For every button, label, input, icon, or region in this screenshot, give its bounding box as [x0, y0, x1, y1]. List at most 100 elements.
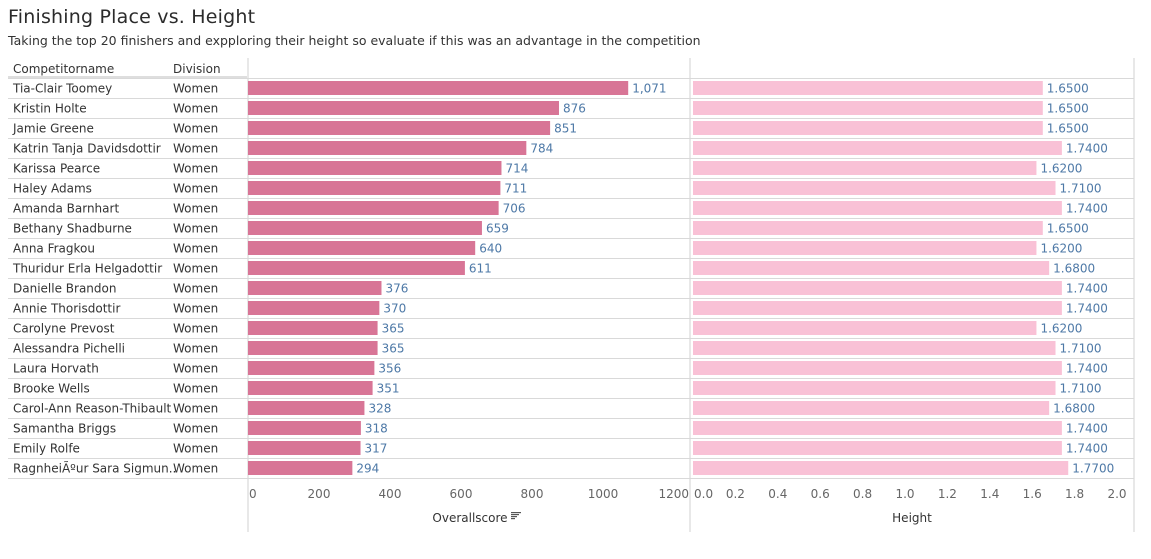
height-bar[interactable]	[693, 301, 1062, 315]
score-axis-tick: 200	[308, 487, 331, 501]
height-label: 1.6200	[1040, 162, 1082, 176]
score-bar[interactable]	[248, 181, 501, 195]
score-label: 706	[503, 202, 526, 216]
score-axis-tick: 600	[450, 487, 473, 501]
score-label: 711	[504, 182, 527, 196]
score-bar[interactable]	[248, 381, 373, 395]
score-label: 876	[563, 102, 586, 116]
competitor-name: Anna Fragkou	[13, 242, 95, 256]
height-bar[interactable]	[693, 341, 1056, 355]
division-cell: Women	[173, 82, 218, 96]
score-bar[interactable]	[248, 121, 551, 135]
division-cell: Women	[173, 402, 218, 416]
height-bar[interactable]	[693, 121, 1043, 135]
height-label: 1.6200	[1040, 242, 1082, 256]
score-label: 714	[505, 162, 528, 176]
score-bar[interactable]	[248, 241, 476, 255]
score-bar[interactable]	[248, 221, 482, 235]
height-axis-tick: 0.6	[811, 487, 830, 501]
height-bar[interactable]	[693, 421, 1062, 435]
height-bar[interactable]	[693, 81, 1043, 95]
height-label: 1.6800	[1053, 262, 1095, 276]
score-label: 351	[377, 382, 400, 396]
score-axis-tick: 0	[249, 487, 257, 501]
height-label: 1.7400	[1066, 362, 1108, 376]
score-axis-title[interactable]: Overallscore	[432, 511, 507, 525]
height-bar[interactable]	[693, 241, 1037, 255]
column-header-division[interactable]: Division	[173, 62, 221, 76]
height-label: 1.6500	[1047, 82, 1089, 96]
height-bar[interactable]	[693, 261, 1050, 275]
score-bar[interactable]	[248, 201, 499, 215]
height-bar[interactable]	[693, 321, 1037, 335]
height-bar[interactable]	[693, 401, 1050, 415]
height-bar[interactable]	[693, 141, 1062, 155]
height-label: 1.7700	[1072, 462, 1114, 476]
height-label: 1.7400	[1066, 282, 1108, 296]
division-cell: Women	[173, 222, 218, 236]
height-bar[interactable]	[693, 201, 1062, 215]
height-bar[interactable]	[693, 181, 1056, 195]
column-header-competitorname[interactable]: Competitorname	[13, 62, 115, 76]
score-bar[interactable]	[248, 421, 361, 435]
score-bar[interactable]	[248, 441, 361, 455]
height-label: 1.6200	[1040, 322, 1082, 336]
competitor-name: Samantha Briggs	[13, 422, 116, 436]
height-label: 1.6800	[1053, 402, 1095, 416]
division-cell: Women	[173, 462, 218, 476]
score-bar[interactable]	[248, 341, 378, 355]
score-bar[interactable]	[248, 281, 382, 295]
sort-descending-icon[interactable]	[511, 512, 521, 520]
height-label: 1.6500	[1047, 102, 1089, 116]
height-label: 1.7400	[1066, 422, 1108, 436]
competitor-name: Haley Adams	[13, 182, 92, 196]
competitor-name: Bethany Shadburne	[13, 222, 132, 236]
competitor-name: Thuridur Erla Helgadottir	[12, 262, 162, 276]
division-cell: Women	[173, 382, 218, 396]
competitor-name: Karissa Pearce	[13, 162, 100, 176]
score-bar[interactable]	[248, 361, 375, 375]
score-bar[interactable]	[248, 141, 527, 155]
score-bar[interactable]	[248, 81, 629, 95]
division-cell: Women	[173, 202, 218, 216]
score-bar[interactable]	[248, 461, 353, 475]
competitor-name: Carol-Ann Reason-Thibault	[13, 402, 172, 416]
competitor-name: RagnheiÃºur Sara Sigmun..	[13, 461, 176, 476]
score-bar[interactable]	[248, 401, 365, 415]
score-label: 365	[382, 342, 405, 356]
division-cell: Women	[173, 102, 218, 116]
height-bar[interactable]	[693, 361, 1062, 375]
competitor-name: Katrin Tanja Davidsdottir	[13, 142, 161, 156]
height-bar[interactable]	[693, 381, 1056, 395]
score-label: 370	[383, 302, 406, 316]
division-cell: Women	[173, 322, 218, 336]
score-bar[interactable]	[248, 101, 559, 115]
height-bar[interactable]	[693, 161, 1037, 175]
competitor-name: Jamie Greene	[12, 122, 94, 136]
height-bar[interactable]	[693, 461, 1069, 475]
division-cell: Women	[173, 422, 218, 436]
competitor-name: Carolyne Prevost	[13, 322, 115, 336]
score-bar[interactable]	[248, 321, 378, 335]
height-bar[interactable]	[693, 281, 1062, 295]
score-bar[interactable]	[248, 301, 380, 315]
height-axis-title: Height	[892, 511, 932, 525]
height-bar[interactable]	[693, 101, 1043, 115]
division-cell: Women	[173, 302, 218, 316]
division-cell: Women	[173, 142, 218, 156]
score-label: 659	[486, 222, 509, 236]
score-bar[interactable]	[248, 161, 502, 175]
height-bar[interactable]	[693, 441, 1062, 455]
height-axis-tick: 1.0	[895, 487, 914, 501]
height-label: 1.7100	[1060, 382, 1102, 396]
height-bar[interactable]	[693, 221, 1043, 235]
score-bar[interactable]	[248, 261, 465, 275]
score-label: 365	[382, 322, 405, 336]
height-label: 1.7400	[1066, 302, 1108, 316]
height-label: 1.7400	[1066, 442, 1108, 456]
height-axis-tick: 1.4	[980, 487, 999, 501]
division-cell: Women	[173, 342, 218, 356]
score-label: 376	[385, 282, 408, 296]
height-axis-tick: 1.2	[938, 487, 957, 501]
division-cell: Women	[173, 362, 218, 376]
